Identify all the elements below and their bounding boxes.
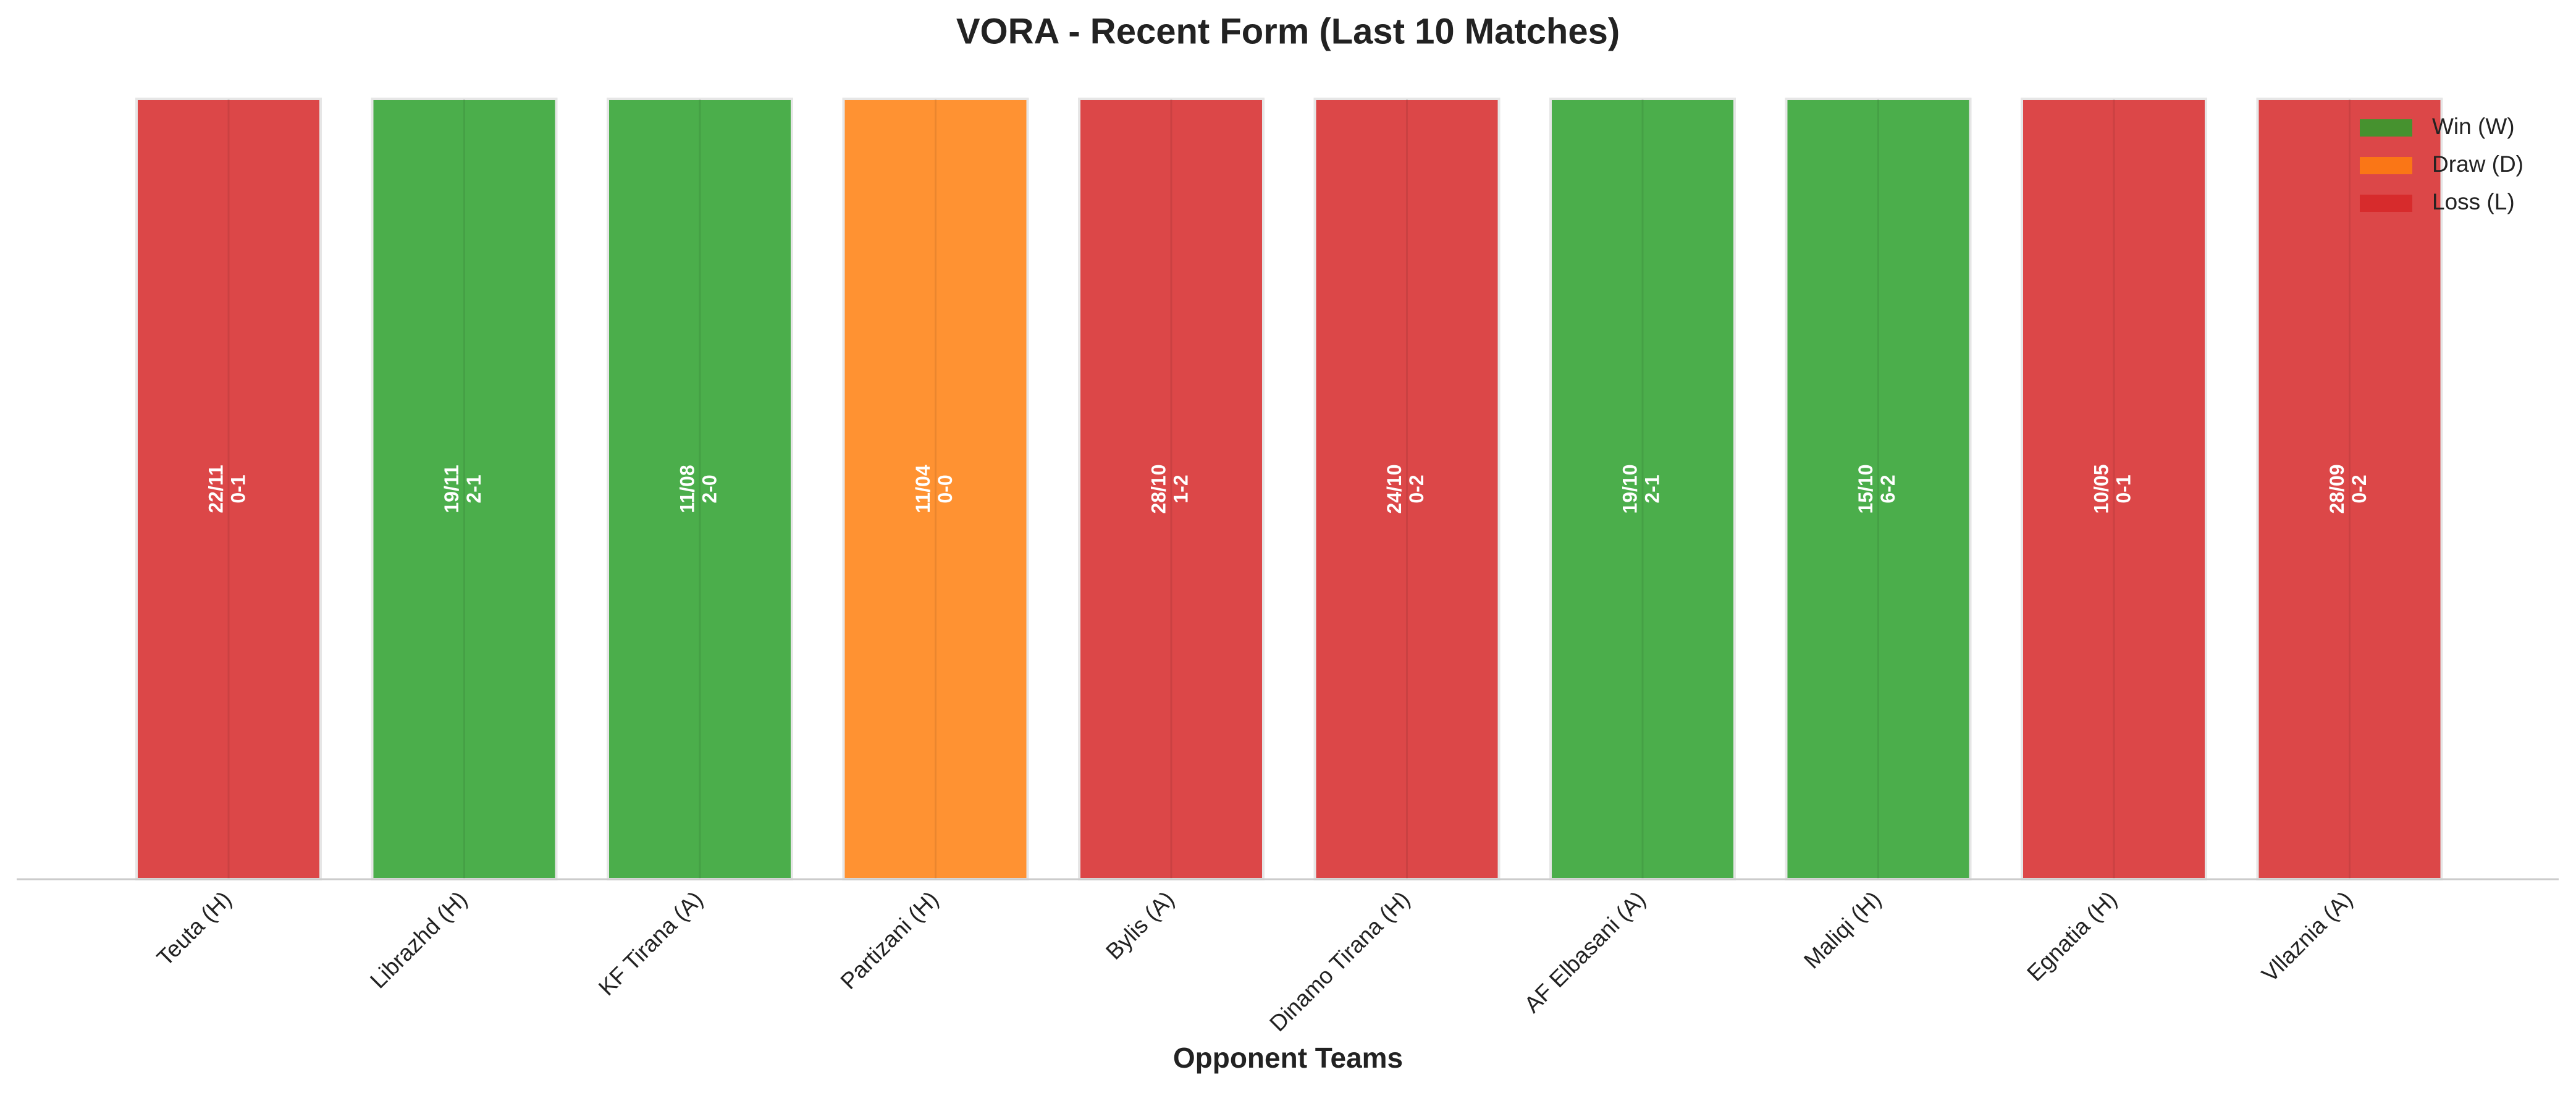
bar-date-label: 19/10 <box>1618 464 1641 513</box>
bar <box>135 98 322 880</box>
bar-date-label: 15/10 <box>1854 464 1877 513</box>
bar-date-label: 22/11 <box>204 465 227 513</box>
bar <box>371 98 558 880</box>
legend-swatch <box>2360 195 2412 212</box>
bar-date-label: 19/11 <box>440 465 463 513</box>
x-axis-label: Opponent Teams <box>1173 1042 1403 1074</box>
bar-score-label: 0-2 <box>2348 475 2370 503</box>
bar-score-label: 2-1 <box>1641 475 1663 503</box>
bar-score-label: 2-0 <box>698 475 720 503</box>
legend-label: Loss (L) <box>2432 189 2515 214</box>
legend-swatch <box>2360 119 2412 137</box>
bar <box>1549 98 1736 880</box>
bar <box>607 98 793 880</box>
bar-score-label: 0-2 <box>1405 475 1428 503</box>
bar-date-label: 11/08 <box>676 465 698 513</box>
bar-score-label: 0-1 <box>227 475 249 503</box>
bar-date-label: 28/10 <box>1147 464 1169 513</box>
legend-label: Draw (D) <box>2432 151 2523 177</box>
bar <box>1078 98 1265 880</box>
chart-title: VORA - Recent Form (Last 10 Matches) <box>956 11 1620 51</box>
bar-date-label: 11/04 <box>912 465 934 513</box>
bar-score-label: 0-1 <box>2112 475 2134 503</box>
bar <box>2256 98 2443 880</box>
bar-score-label: 1-2 <box>1169 475 1192 503</box>
bar <box>1785 98 1972 880</box>
bar-date-label: 28/09 <box>2326 464 2348 513</box>
bar <box>2021 98 2207 880</box>
bar <box>1313 98 1501 880</box>
legend-label: Win (W) <box>2432 114 2515 139</box>
bar-date-label: 10/05 <box>2090 464 2112 513</box>
bar-date-label: 24/10 <box>1383 464 1405 513</box>
bar <box>842 98 1029 880</box>
legend-swatch <box>2360 157 2412 174</box>
bar-score-label: 2-1 <box>463 475 485 503</box>
bar-score-label: 0-0 <box>934 475 956 503</box>
bar-score-label: 6-2 <box>1877 475 1899 503</box>
